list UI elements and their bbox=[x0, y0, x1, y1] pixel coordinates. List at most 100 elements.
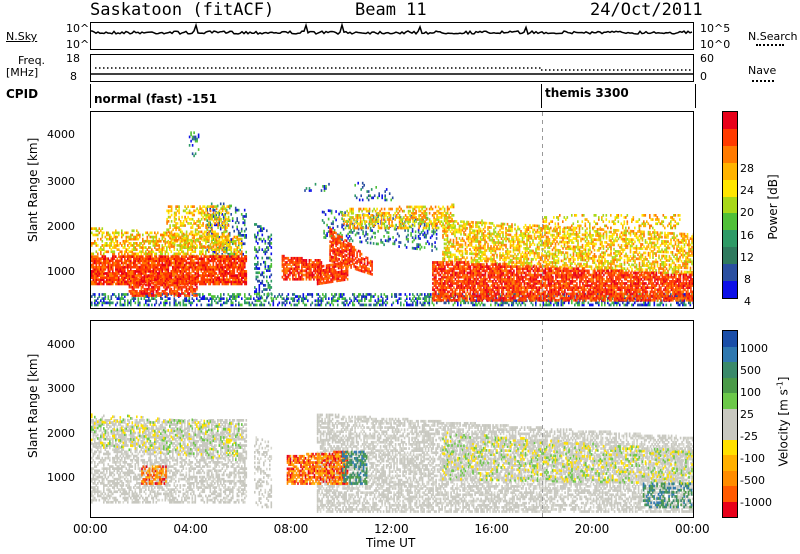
heatmap-cell bbox=[373, 295, 375, 298]
heatmap-cell bbox=[412, 301, 414, 305]
heatmap-cell bbox=[589, 242, 591, 245]
heatmap-cell bbox=[362, 214, 365, 217]
heatmap-cell bbox=[283, 301, 285, 305]
heatmap-cell bbox=[520, 257, 522, 260]
heatmap-cell bbox=[137, 237, 140, 241]
heatmap-cell bbox=[688, 247, 690, 251]
heatmap-cell bbox=[154, 239, 156, 243]
heatmap-cell bbox=[626, 267, 629, 271]
heatmap-cell bbox=[133, 252, 135, 256]
heatmap-cell bbox=[187, 222, 189, 225]
heatmap-cell bbox=[683, 239, 686, 242]
heatmap-cell bbox=[616, 229, 618, 232]
heatmap-cell bbox=[109, 246, 111, 249]
heatmap-cell bbox=[125, 235, 128, 239]
heatmap-cell bbox=[241, 252, 243, 256]
heatmap-cell bbox=[239, 237, 242, 241]
heatmap-cell bbox=[255, 275, 258, 279]
heatmap-cell bbox=[554, 263, 557, 267]
heatmap-cell bbox=[200, 246, 203, 249]
heatmap-cell bbox=[578, 227, 581, 230]
heatmap-cell bbox=[368, 303, 371, 307]
heatmap-cell bbox=[224, 207, 227, 211]
heatmap-cell bbox=[332, 220, 334, 224]
heatmap-cell bbox=[556, 232, 558, 235]
heatmap-cell bbox=[500, 224, 503, 228]
heatmap-cell bbox=[175, 234, 177, 238]
heatmap-cell bbox=[647, 232, 650, 236]
heatmap-cell bbox=[301, 299, 303, 303]
heatmap-cell bbox=[264, 239, 267, 243]
heatmap-cell bbox=[425, 214, 428, 217]
heatmap-cell bbox=[167, 234, 170, 238]
heatmap-cell bbox=[425, 235, 427, 239]
heatmap-cell bbox=[458, 224, 461, 228]
heatmap-cell bbox=[121, 231, 123, 235]
heatmap-cell bbox=[509, 229, 512, 233]
heatmap-cell bbox=[194, 139, 197, 143]
heatmap-cell bbox=[488, 249, 491, 252]
heatmap-cell bbox=[362, 230, 364, 233]
heatmap-cell bbox=[494, 234, 497, 238]
heatmap-cell bbox=[188, 242, 191, 245]
heatmap-cell bbox=[412, 220, 414, 223]
heatmap-cell bbox=[209, 221, 211, 225]
heatmap-cell bbox=[97, 303, 99, 307]
heatmap-cell bbox=[520, 230, 522, 233]
heatmap-cell bbox=[91, 231, 93, 235]
heatmap-cell bbox=[298, 299, 300, 303]
heatmap-cell bbox=[548, 303, 551, 307]
heatmap-cell bbox=[106, 233, 108, 237]
heatmap-cell bbox=[445, 227, 447, 231]
heatmap-cell bbox=[158, 248, 161, 251]
heatmap-cell bbox=[272, 303, 275, 307]
heatmap-cell bbox=[136, 248, 138, 251]
heatmap-cell bbox=[202, 211, 204, 215]
heatmap-cell bbox=[151, 250, 153, 254]
heatmap-cell bbox=[590, 303, 593, 307]
heatmap-cell bbox=[372, 231, 375, 235]
heatmap-cell bbox=[466, 222, 468, 226]
heatmap-cell bbox=[326, 232, 328, 235]
heatmap-cell bbox=[106, 244, 108, 247]
heatmap-cell bbox=[166, 209, 168, 213]
heatmap-cell bbox=[314, 182, 317, 186]
heatmap-cell bbox=[605, 236, 608, 240]
heatmap-cell bbox=[680, 272, 683, 276]
heatmap-cell bbox=[682, 264, 684, 267]
heatmap-cell bbox=[92, 252, 95, 256]
heatmap-cell bbox=[478, 252, 480, 256]
heatmap-cell bbox=[194, 152, 197, 156]
heatmap-cell bbox=[509, 260, 512, 264]
heatmap-cell bbox=[584, 231, 587, 235]
heatmap-cell bbox=[535, 301, 537, 305]
heatmap-cell bbox=[524, 253, 527, 256]
heatmap-cell bbox=[473, 246, 476, 249]
heatmap-cell bbox=[685, 264, 687, 268]
heatmap-cell bbox=[191, 205, 194, 208]
heatmap-cell bbox=[665, 236, 668, 239]
heatmap-cell bbox=[266, 296, 268, 300]
heatmap-cell bbox=[160, 301, 162, 305]
heatmap-cell bbox=[358, 222, 360, 226]
heatmap-cell bbox=[369, 194, 371, 198]
heatmap-cell bbox=[422, 211, 425, 215]
heatmap-cell bbox=[671, 272, 674, 275]
heatmap-cell bbox=[230, 295, 233, 298]
heatmap-cell bbox=[122, 239, 125, 243]
heatmap-cell bbox=[234, 210, 237, 214]
heatmap-cell bbox=[548, 237, 551, 241]
heatmap-cell bbox=[208, 215, 210, 219]
heatmap-cell bbox=[161, 237, 164, 241]
heatmap-cell bbox=[222, 217, 225, 220]
heatmap-cell bbox=[650, 266, 653, 270]
heatmap-cell bbox=[266, 279, 268, 283]
heatmap-cell bbox=[190, 139, 192, 143]
heatmap-cell bbox=[677, 251, 680, 255]
heatmap-cell bbox=[395, 223, 397, 227]
heatmap-cell bbox=[266, 256, 268, 260]
heatmap-cell bbox=[629, 244, 632, 248]
heatmap-cell bbox=[411, 223, 414, 227]
heatmap-cell bbox=[452, 253, 455, 257]
heatmap-cell bbox=[608, 237, 611, 240]
